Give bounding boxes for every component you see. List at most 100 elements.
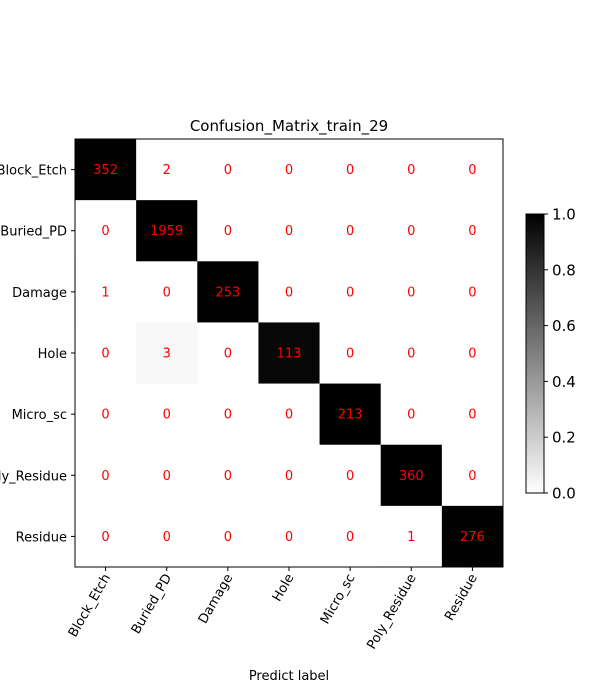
cell-value-label: 1959 — [150, 224, 183, 239]
matrix-cell — [380, 261, 443, 323]
matrix-cell — [319, 444, 382, 507]
matrix-cell — [197, 444, 259, 507]
matrix-cell — [197, 505, 259, 568]
matrix-cell — [380, 322, 443, 385]
matrix-cell — [441, 444, 504, 507]
colorbar-tick-label: 0.0 — [552, 485, 576, 503]
cell-value-label: 1 — [101, 285, 109, 300]
cell-value-label: 276 — [460, 530, 485, 545]
x-tick-label: Micro_sc — [318, 572, 359, 627]
cell-value-label: 0 — [163, 408, 171, 423]
cell-value-label: 2 — [163, 163, 171, 178]
cell-value-label: 253 — [215, 285, 240, 300]
cell-value-label: 0 — [468, 347, 476, 362]
cell-value-label: 0 — [224, 469, 232, 484]
x-tick-label: Buried_PD — [129, 572, 175, 637]
matrix-cell — [197, 261, 259, 323]
cell-value-label: 0 — [163, 469, 171, 484]
colorbar — [525, 213, 545, 494]
cell-value-label: 213 — [338, 408, 363, 423]
matrix-cell — [319, 505, 382, 568]
matrix-cell — [136, 139, 198, 201]
matrix-cell — [136, 200, 198, 262]
cell-value-label: 0 — [101, 408, 109, 423]
matrix-cell — [258, 322, 321, 385]
matrix-cell — [380, 444, 443, 507]
colorbar-tick-label: 0.2 — [552, 429, 576, 447]
y-tick-label: Micro_sc — [12, 408, 67, 423]
matrix-cell — [441, 383, 504, 446]
colorbar-tick-label: 1.0 — [552, 206, 576, 224]
matrix-cell — [258, 139, 321, 201]
cell-value-label: 0 — [346, 163, 354, 178]
cell-value-label: 3 — [163, 347, 171, 362]
cell-value-label: 0 — [101, 530, 109, 545]
cell-value-label: 352 — [93, 163, 118, 178]
cell-value-label: 0 — [407, 285, 415, 300]
matrix-cell — [319, 261, 382, 323]
x-tick-label: Residue — [442, 572, 481, 624]
matrix-cell — [380, 505, 443, 568]
cell-value-label: 0 — [346, 347, 354, 362]
matrix-cell — [136, 444, 198, 507]
matrix-cell — [319, 383, 382, 446]
cell-value-label: 0 — [224, 530, 232, 545]
matrix-cell — [75, 322, 137, 385]
cell-value-label: 0 — [346, 285, 354, 300]
matrix-cell — [380, 139, 443, 201]
matrix-cell — [75, 200, 137, 262]
cell-value-label: 0 — [407, 408, 415, 423]
cell-value-label: 113 — [277, 347, 302, 362]
cell-value-label: 0 — [407, 347, 415, 362]
cell-value-label: 0 — [163, 530, 171, 545]
matrix-cell — [441, 322, 504, 385]
x-tick-label: Damage — [196, 572, 236, 627]
x-axis-label: Predict label — [249, 669, 329, 684]
y-tick-label: Residue — [16, 530, 67, 545]
matrix-cell — [258, 444, 321, 507]
cell-value-label: 0 — [224, 408, 232, 423]
cell-value-label: 0 — [285, 469, 293, 484]
matrix-cell — [441, 505, 504, 568]
cell-value-label: 0 — [468, 163, 476, 178]
y-tick-label: Buried_PD — [0, 225, 67, 240]
matrix-cell — [75, 505, 137, 568]
matrix-cell — [258, 261, 321, 323]
matrix-cell — [136, 383, 198, 446]
y-tick-label: Poly_Residue — [0, 469, 67, 484]
cell-value-label: 0 — [346, 530, 354, 545]
matrix-cell — [380, 383, 443, 446]
cell-value-label: 0 — [468, 285, 476, 300]
matrix-cell — [258, 200, 321, 262]
matrix-cell — [441, 200, 504, 262]
cell-value-label: 0 — [468, 224, 476, 239]
cell-value-label: 0 — [101, 469, 109, 484]
cell-value-label: 0 — [224, 224, 232, 239]
matrix-cell — [258, 505, 321, 568]
matrix-cell — [441, 261, 504, 323]
matrix-cell — [136, 505, 198, 568]
cell-value-label: 0 — [407, 163, 415, 178]
cell-value-label: 1 — [407, 530, 415, 545]
matrix-cell — [197, 139, 259, 201]
matrix-cell — [136, 322, 198, 385]
matrix-cell — [319, 200, 382, 262]
cell-value-label: 0 — [285, 163, 293, 178]
x-tick-label: Poly_Residue — [365, 572, 420, 653]
colorbar-tick-label: 0.4 — [552, 373, 576, 391]
matrix-cell — [136, 261, 198, 323]
colorbar-tick-label: 0.6 — [552, 317, 576, 335]
matrix-cell — [197, 200, 259, 262]
cell-value-label: 0 — [285, 530, 293, 545]
matrix-cell — [319, 139, 382, 201]
matrix-cell — [75, 444, 137, 507]
cell-value-label: 0 — [224, 163, 232, 178]
cell-value-label: 0 — [346, 469, 354, 484]
cell-value-label: 0 — [101, 224, 109, 239]
matrix-cell — [197, 322, 259, 385]
x-tick-label: Block_Etch — [66, 572, 114, 640]
cell-value-label: 0 — [163, 285, 171, 300]
matrix-cell — [197, 383, 259, 446]
cell-value-label: 360 — [399, 469, 424, 484]
